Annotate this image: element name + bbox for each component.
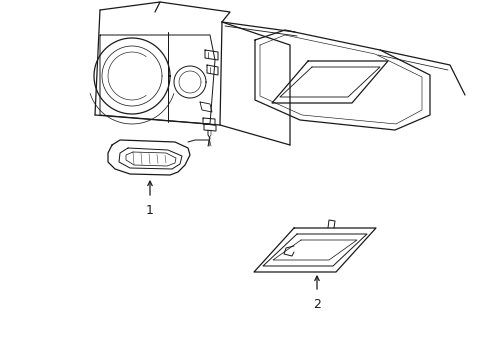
- Text: 2: 2: [313, 298, 321, 311]
- Text: 1: 1: [146, 204, 154, 217]
